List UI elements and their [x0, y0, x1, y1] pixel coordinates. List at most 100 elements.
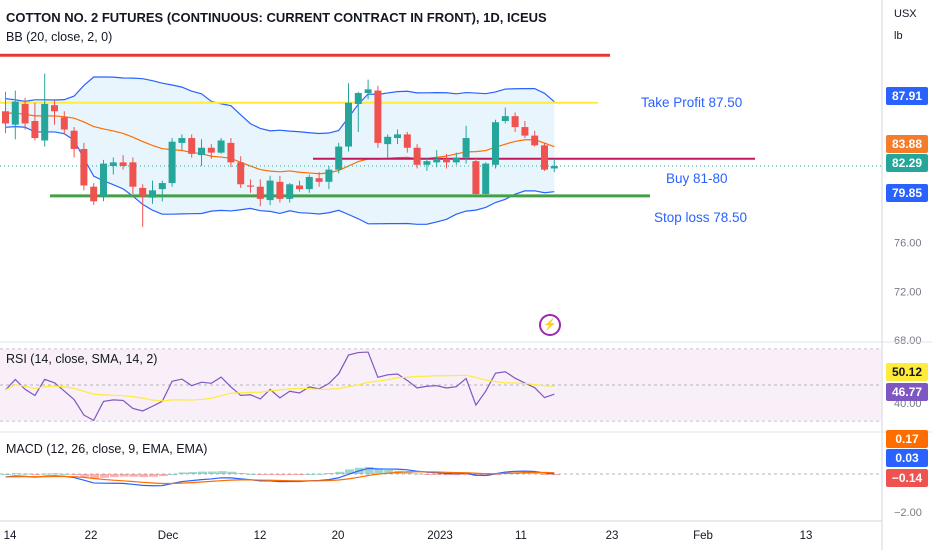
macd-line — [5, 467, 555, 487]
x-tick-label: 2023 — [427, 530, 453, 542]
candle-body — [119, 162, 127, 167]
y-tick-label: 68.00 — [894, 335, 922, 347]
macd-tick-label: −2.00 — [894, 507, 922, 519]
candle-body — [354, 93, 362, 104]
macd-histogram-bar — [256, 474, 266, 475]
macd-histogram-bar — [100, 474, 109, 478]
x-tick-label: 13 — [800, 530, 813, 542]
macd-histogram-bar — [198, 471, 207, 474]
macd-signal-label: 0.17 — [886, 430, 928, 448]
macd-histogram-bar — [541, 474, 550, 475]
candle-body — [266, 180, 274, 201]
candle-body — [109, 162, 117, 167]
lightning-icon[interactable]: ⚡ — [539, 314, 561, 336]
macd-histogram-bar — [305, 473, 315, 475]
macd-histogram-bar — [207, 471, 217, 474]
candle-body — [11, 101, 19, 125]
candle-body — [541, 145, 548, 170]
rsi-ma-line — [5, 374, 555, 402]
macd-indicator-label[interactable]: MACD (12, 26, close, 9, EMA, EMA) — [6, 442, 208, 456]
macd-histogram-bar — [276, 474, 286, 476]
candle-body — [374, 90, 382, 143]
x-tick-label: Dec — [158, 530, 179, 542]
buy-annotation[interactable]: Buy 81-80 — [666, 171, 728, 186]
candle-body — [178, 138, 186, 143]
macd-histogram-bar — [423, 474, 433, 475]
candle-body — [394, 134, 401, 139]
macd-histogram-bar — [227, 471, 237, 474]
macd-histogram-bar — [158, 474, 168, 477]
candle-body — [2, 111, 9, 124]
macd-line-label: 0.03 — [886, 449, 928, 467]
candle-body — [413, 147, 421, 165]
candle-body — [31, 121, 39, 139]
candle-body — [129, 162, 137, 187]
x-tick-label: Feb — [693, 530, 713, 542]
candle-body — [51, 105, 58, 112]
macd-histogram-label: −0.14 — [886, 469, 928, 487]
x-tick-label: 22 — [85, 530, 98, 542]
rsi-value-label: 46.77 — [886, 383, 928, 401]
macd-histogram-bar — [247, 473, 256, 475]
macd-histogram-bar — [41, 473, 51, 475]
candle-body — [237, 162, 245, 185]
candle-body — [531, 135, 539, 146]
macd-histogram-bar — [109, 474, 119, 478]
macd-histogram-bar — [178, 472, 188, 474]
candle-body — [345, 102, 352, 147]
y-tick-label: 72.00 — [894, 286, 922, 298]
rsi-line — [5, 351, 555, 422]
macd-histogram-bar — [550, 474, 560, 476]
price-label-bb-lower: 79.85 — [886, 184, 928, 202]
macd-histogram-bar — [139, 474, 149, 478]
macd-histogram-bar — [60, 473, 70, 475]
candle-body — [403, 134, 411, 148]
candle-body — [472, 161, 480, 194]
candle-body — [207, 147, 215, 153]
candle-body — [315, 178, 323, 182]
candle-body — [21, 103, 29, 124]
candle-body — [286, 184, 294, 199]
price-label-basis: 83.88 — [886, 135, 928, 153]
macd-histogram-bar — [403, 471, 413, 474]
candle-body — [325, 169, 333, 182]
macd-histogram-bar — [70, 474, 80, 475]
macd-histogram-bar — [2, 474, 11, 475]
candle-body — [443, 158, 450, 163]
macd-histogram-bar — [462, 474, 472, 475]
macd-histogram-bar — [21, 473, 31, 475]
x-tick-label: 11 — [515, 530, 527, 542]
macd-histogram-bar — [492, 474, 501, 475]
take-profit-annotation[interactable]: Take Profit 87.50 — [641, 95, 743, 110]
candle-body — [384, 136, 392, 145]
x-tick-label: 14 — [4, 530, 17, 542]
rsi-indicator-label[interactable]: RSI (14, close, SMA, 14, 2) — [6, 352, 158, 366]
candle-body — [198, 147, 205, 156]
candle-body — [433, 158, 441, 163]
candle-body — [188, 138, 196, 154]
candle-body — [70, 130, 78, 149]
candle-body — [168, 141, 176, 184]
bb-indicator-label[interactable]: BB (20, close, 2, 0) — [6, 30, 113, 44]
candle-body — [521, 127, 529, 136]
bb-upper-line — [5, 76, 555, 135]
candle-body — [492, 122, 499, 165]
y-tick-label: 76.00 — [894, 238, 922, 250]
candle-body — [276, 181, 284, 199]
axis-unit-usx: USX — [894, 8, 917, 20]
stop-loss-annotation[interactable]: Stop loss 78.50 — [654, 210, 748, 225]
x-tick-label: 20 — [332, 530, 345, 542]
price-label-last: 82.29 — [886, 154, 928, 172]
macd-histogram-bar — [433, 474, 443, 475]
macd-histogram-bar — [51, 473, 60, 475]
macd-histogram-bar — [149, 474, 158, 477]
candle-body — [41, 103, 49, 141]
rsi-tick-label: 40.00 — [894, 398, 922, 410]
macd-histogram-bar — [315, 473, 325, 475]
macd-histogram-bar — [80, 474, 90, 477]
macd-histogram-bar — [521, 472, 531, 474]
candle-body — [158, 183, 166, 190]
candle-body — [482, 163, 490, 194]
macd-histogram-bar — [325, 473, 335, 475]
